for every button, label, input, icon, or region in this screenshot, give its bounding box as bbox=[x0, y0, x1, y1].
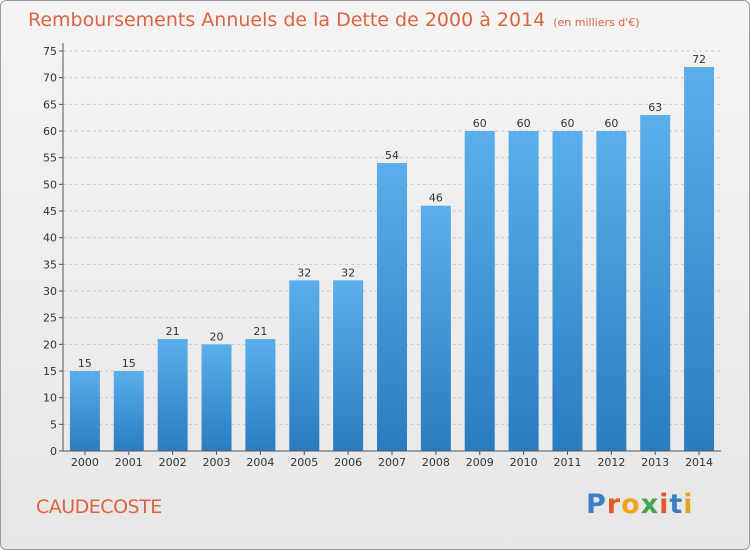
value-label-2009: 60 bbox=[473, 117, 487, 130]
logo-letter: r bbox=[606, 489, 622, 520]
value-label-2011: 60 bbox=[560, 117, 574, 130]
value-label-2003: 20 bbox=[210, 330, 224, 343]
y-tick-label: 10 bbox=[43, 392, 57, 405]
logo-letter: P bbox=[586, 489, 607, 520]
x-tick-label: 2001 bbox=[115, 456, 143, 469]
y-tick-label: 35 bbox=[43, 258, 57, 271]
value-label-2006: 32 bbox=[341, 266, 355, 279]
value-label-2014: 72 bbox=[692, 53, 706, 66]
bar-2002 bbox=[157, 339, 188, 451]
x-tick-label: 2011 bbox=[553, 456, 581, 469]
y-tick-label: 60 bbox=[43, 125, 57, 138]
x-tick-label: 2009 bbox=[466, 456, 494, 469]
value-label-2005: 32 bbox=[297, 266, 311, 279]
y-tick-label: 15 bbox=[43, 365, 57, 378]
y-tick-label: 45 bbox=[43, 205, 57, 218]
bar-2009 bbox=[464, 131, 495, 451]
x-tick-label: 2004 bbox=[246, 456, 274, 469]
y-tick-label: 40 bbox=[43, 232, 57, 245]
y-tick-label: 5 bbox=[50, 418, 57, 431]
bar-2003 bbox=[201, 344, 232, 451]
bar-2005 bbox=[289, 280, 320, 451]
bar-2004 bbox=[245, 339, 276, 451]
logo-letter: o bbox=[621, 489, 641, 520]
bar-2001 bbox=[113, 371, 144, 451]
proxiti-logo: Proxiti bbox=[586, 489, 694, 520]
logo-letter: i bbox=[659, 489, 670, 520]
value-label-2002: 21 bbox=[166, 325, 180, 338]
x-tick-label: 2012 bbox=[597, 456, 625, 469]
value-label-2001: 15 bbox=[122, 357, 136, 370]
y-tick-label: 20 bbox=[43, 338, 57, 351]
chart-subtitle: (en milliers d'€) bbox=[553, 16, 640, 29]
bar-2008 bbox=[420, 205, 451, 451]
bar-2006 bbox=[333, 280, 364, 451]
chart-title: Remboursements Annuels de la Dette de 20… bbox=[28, 9, 640, 31]
y-tick-label: 70 bbox=[43, 72, 57, 85]
value-label-2012: 60 bbox=[604, 117, 618, 130]
bar-2011 bbox=[552, 131, 583, 451]
x-tick-label: 2006 bbox=[334, 456, 362, 469]
x-tick-label: 2007 bbox=[378, 456, 406, 469]
bar-2010 bbox=[508, 131, 539, 451]
bar-2014 bbox=[684, 67, 715, 451]
value-label-2010: 60 bbox=[517, 117, 531, 130]
value-label-2000: 15 bbox=[78, 357, 92, 370]
bar-2007 bbox=[377, 163, 407, 451]
commune-name: CAUDECOSTE bbox=[36, 496, 162, 518]
x-tick-label: 2010 bbox=[510, 456, 538, 469]
logo-letter: x bbox=[640, 489, 660, 520]
x-tick-label: 2008 bbox=[422, 456, 450, 469]
bar-2000 bbox=[69, 371, 100, 451]
value-label-2004: 21 bbox=[253, 325, 267, 338]
x-tick-label: 2000 bbox=[71, 456, 99, 469]
y-tick-label: 30 bbox=[43, 285, 57, 298]
y-tick-label: 0 bbox=[50, 445, 57, 458]
x-tick-label: 2014 bbox=[685, 456, 713, 469]
y-tick-label: 50 bbox=[43, 178, 57, 191]
x-tick-label: 2005 bbox=[290, 456, 318, 469]
y-tick-label: 75 bbox=[43, 45, 57, 58]
x-tick-label: 2013 bbox=[641, 456, 669, 469]
x-tick-label: 2002 bbox=[159, 456, 187, 469]
value-label-2008: 46 bbox=[429, 192, 443, 205]
value-label-2007: 54 bbox=[385, 149, 399, 162]
y-tick-label: 65 bbox=[43, 98, 57, 111]
y-tick-label: 55 bbox=[43, 152, 57, 165]
value-label-2013: 63 bbox=[648, 101, 662, 114]
logo-letter: i bbox=[683, 489, 694, 520]
x-tick-label: 2003 bbox=[203, 456, 231, 469]
chart-title-text: Remboursements Annuels de la Dette de 20… bbox=[28, 9, 546, 31]
logo-letter: t bbox=[669, 489, 684, 520]
bar-2013 bbox=[640, 115, 671, 451]
y-tick-label: 25 bbox=[43, 312, 57, 325]
bar-2012 bbox=[596, 131, 627, 451]
